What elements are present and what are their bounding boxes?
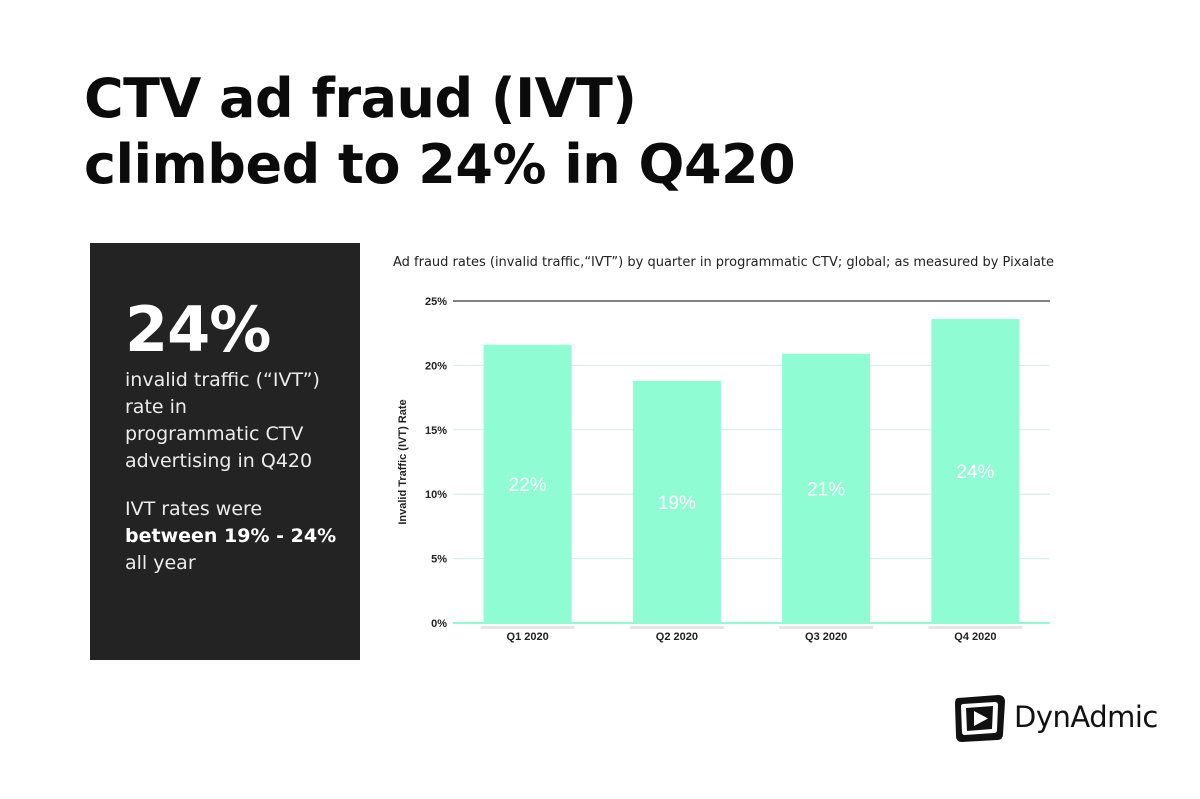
bar-q4-2020: [931, 319, 1020, 623]
stat-note: IVT rates were between 19% - 24% all yea…: [125, 496, 340, 577]
brand: DynAdmic: [952, 690, 1162, 746]
stat-panel: 24% invalid traffic (“IVT”) rate in prog…: [90, 243, 360, 660]
x-tick-underline: [629, 626, 724, 629]
y-tick-label: 0%: [431, 618, 447, 630]
x-tick-underline: [480, 626, 575, 629]
bar-q3-2020: [782, 353, 871, 623]
x-tick-underline: [779, 626, 874, 629]
stat-note-line-2: between 19% - 24%: [125, 523, 340, 550]
y-tick-label: 10%: [425, 489, 447, 501]
headline: CTV ad fraud (IVT) climbed to 24% in Q42…: [84, 66, 984, 198]
stat-description: invalid traffic (“IVT”) rate in programm…: [125, 367, 340, 475]
dynadmic-logo-icon: [955, 695, 1005, 742]
data-label: 19%: [658, 493, 696, 514]
x-tick-underline: [928, 626, 1023, 629]
headline-line-2: climbed to 24% in Q420: [84, 133, 796, 196]
stat-description-line-1: invalid traffic (“IVT”): [125, 369, 320, 391]
stat-description-line-2: rate in: [125, 396, 187, 418]
x-tick-label: Q4 2020: [954, 631, 996, 643]
y-tick-label: 20%: [425, 360, 447, 372]
stat-note-line-1: IVT rates were: [125, 498, 263, 520]
bar-chart: 0% 5% 10% 15% 20% 25% Invalid Traffic (IVT) Ra…: [397, 296, 1050, 643]
y-tick-label: 25%: [425, 296, 447, 308]
bar-q1-2020: [483, 344, 572, 623]
stat-note-range: between 19% - 24%: [125, 525, 337, 547]
stat-description-line-4: advertising in Q420: [125, 450, 313, 472]
y-tick-label: 5%: [431, 554, 447, 566]
headline-line-1: CTV ad fraud (IVT): [84, 67, 637, 130]
stat-description-line-3: programmatic CTV: [125, 423, 304, 445]
data-label: 22%: [509, 475, 547, 496]
x-tick-label: Q3 2020: [805, 631, 847, 643]
y-tick-label: 15%: [425, 425, 447, 437]
bar-q2-2020: [632, 380, 721, 623]
big-stat-value: 24%: [125, 293, 271, 366]
x-tick-label: Q1 2020: [507, 631, 549, 643]
x-tick-label: Q2 2020: [656, 631, 698, 643]
stat-note-line-3: all year: [125, 552, 196, 574]
brand-name: DynAdmic: [1014, 700, 1158, 734]
y-axis-label: Invalid Traffic (IVT) Rate: [397, 399, 409, 524]
data-label: 24%: [956, 462, 994, 483]
chart-title: Ad fraud rates (invalid traffic,“IVT”) b…: [393, 255, 1055, 270]
data-label: 21%: [807, 479, 845, 500]
